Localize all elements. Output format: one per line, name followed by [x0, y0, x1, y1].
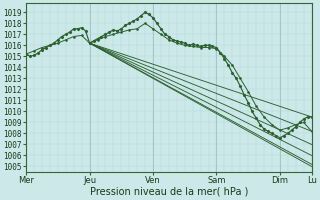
- X-axis label: Pression niveau de la mer( hPa ): Pression niveau de la mer( hPa ): [90, 187, 248, 197]
